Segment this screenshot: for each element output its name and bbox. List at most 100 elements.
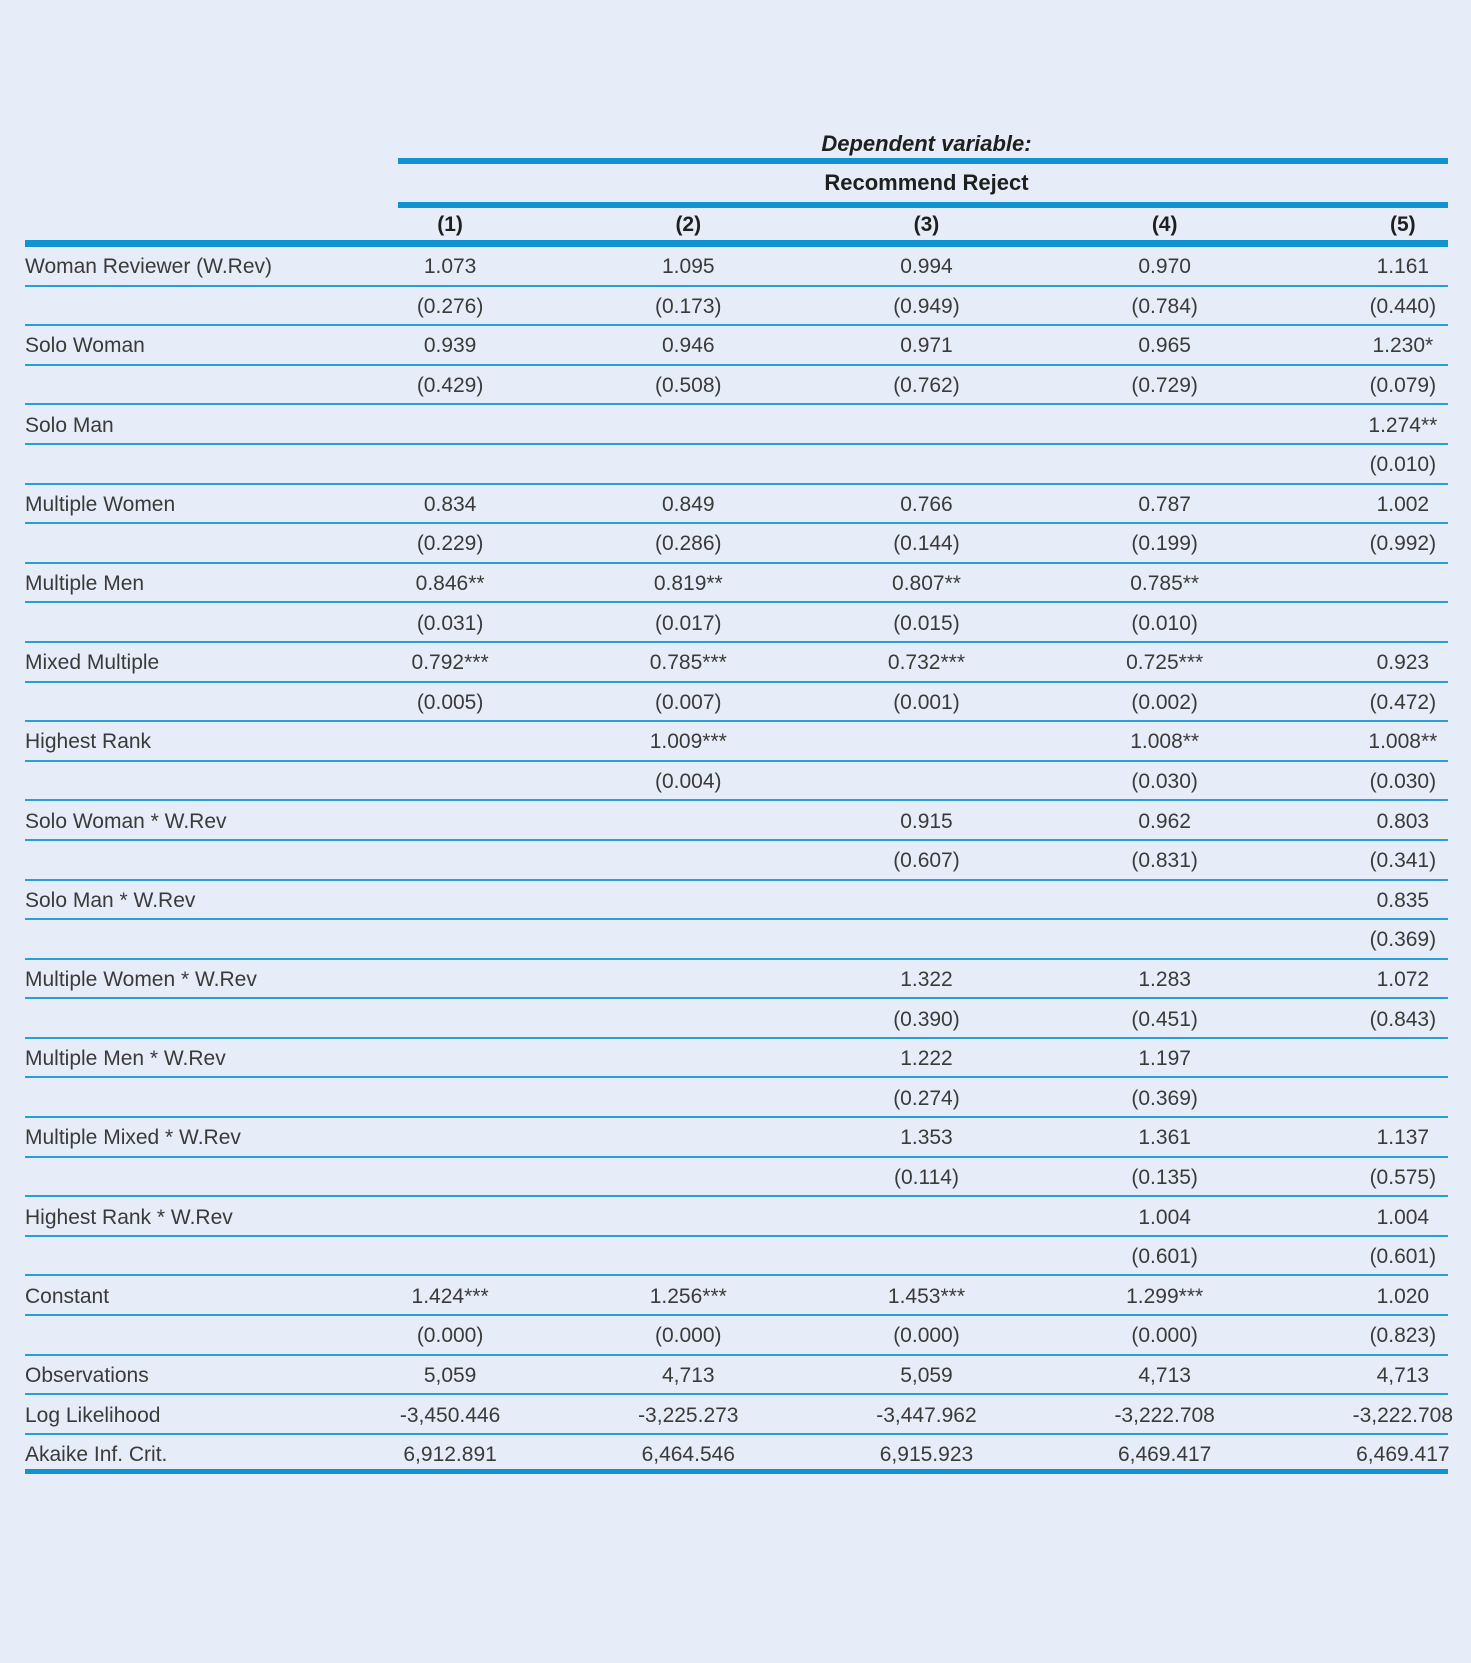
coefficient-value: 1.256*** (649, 1284, 727, 1308)
coefficient-row: Solo Woman * W.Rev 0.915 0.962 0.803 (25, 801, 1471, 841)
p-value: (0.199) (1131, 532, 1198, 556)
coefficient-value: 1.453*** (887, 1284, 965, 1308)
statistic-value: 6,912.891 (403, 1443, 497, 1467)
pvalue-row: (0.607) (0.831) (0.341) (25, 841, 1471, 881)
p-value: (0.992) (1369, 532, 1437, 556)
coefficient-value: 1.137 (1376, 1126, 1430, 1150)
statistic-row: Log Likelihood -3,450.446 -3,225.273 -3,447… (25, 1395, 1471, 1435)
p-value: (0.784) (1131, 294, 1198, 318)
model-number-header-row: (1) (2) (3) (4) (5) (25, 208, 1471, 240)
p-value: (0.276) (416, 294, 484, 318)
p-value: (0.607) (893, 849, 960, 873)
p-value: (0.015) (893, 611, 960, 635)
p-value: (0.144) (893, 532, 960, 556)
regression-table: Dependent variable: Recommend Reject (1)… (25, 130, 1453, 1475)
statistic-value: -3,222.708 (1114, 1403, 1215, 1427)
p-value: (0.010) (1131, 611, 1198, 635)
coefficient-row: Multiple Men 0.846** 0.819** 0.807** 0.785** (25, 564, 1471, 604)
model-column-header: (5) (1390, 212, 1416, 236)
coefficient-value: 0.766 (900, 492, 953, 516)
variable-label: Multiple Mixed * W.Rev (25, 1126, 241, 1150)
coefficient-value: 1.008** (1368, 730, 1438, 754)
p-value: (0.005) (416, 690, 484, 714)
p-value: (0.843) (1369, 1007, 1437, 1031)
coefficient-value: 0.732*** (887, 651, 965, 675)
variable-label: Mixed Multiple (25, 651, 160, 675)
coefficient-row: Highest Rank 1.009*** 1.008** 1.008** (25, 722, 1471, 762)
model-column-header: (1) (437, 212, 463, 236)
pvalue-row: (0.004) (0.030) (0.030) (25, 762, 1471, 802)
pvalue-row: (0.276) (0.173) (0.949) (0.784) (0.440) (25, 287, 1471, 327)
variable-label: Solo Woman * W.Rev (25, 809, 227, 833)
coefficient-row: Constant 1.424*** 1.256*** 1.453*** 1.299***… (25, 1276, 1471, 1316)
statistic-value: 4,713 (1376, 1363, 1430, 1387)
p-value: (0.173) (655, 294, 722, 318)
coefficient-value: 1.095 (662, 255, 715, 279)
variable-label: Solo Woman (25, 334, 145, 358)
p-value: (0.229) (416, 532, 484, 556)
pvalue-row: (0.010) (25, 445, 1471, 485)
coefficient-value: 0.785*** (649, 651, 727, 675)
coefficient-row: Solo Woman 0.939 0.946 0.971 0.965 1.230* (25, 326, 1471, 366)
coefficient-value: 0.994 (900, 255, 953, 279)
pvalue-row: (0.229) (0.286) (0.144) (0.199) (0.992) (25, 524, 1471, 564)
dependent-variable-name-row: Recommend Reject (25, 164, 1471, 202)
coefficient-value: 0.915 (900, 809, 953, 833)
dependent-variable-name: Recommend Reject (824, 170, 1029, 195)
pvalue-row: (0.429) (0.508) (0.762) (0.729) (0.079) (25, 366, 1471, 406)
statistic-value: 4,713 (662, 1363, 715, 1387)
coefficient-row: Multiple Women * W.Rev 1.322 1.283 1.072 (25, 960, 1471, 1000)
p-value: (0.010) (1369, 453, 1437, 477)
p-value: (0.472) (1369, 690, 1437, 714)
statistic-value: 6,915.923 (879, 1443, 974, 1467)
model-column-header: (4) (1151, 212, 1178, 236)
coefficient-value: 1.424*** (411, 1284, 489, 1308)
coefficient-row: Highest Rank * W.Rev 1.004 1.004 (25, 1197, 1471, 1237)
p-value: (0.017) (655, 611, 722, 635)
statistic-value: 6,469.417 (1117, 1443, 1212, 1467)
statistic-value: -3,225.273 (638, 1403, 739, 1427)
coefficient-row: Solo Man 1.274** (25, 405, 1471, 445)
coefficient-value: 1.353 (900, 1126, 953, 1150)
coefficient-value: 0.787 (1138, 492, 1191, 516)
dependent-variable-row: Dependent variable: (25, 130, 1471, 158)
p-value: (0.429) (416, 374, 484, 398)
variable-label: Multiple Women (25, 492, 176, 516)
p-value: (0.440) (1369, 294, 1437, 318)
p-value: (0.004) (655, 770, 722, 794)
p-value: (0.000) (893, 1324, 960, 1348)
statistic-value: 4,713 (1138, 1363, 1191, 1387)
coefficient-value: 0.962 (1138, 809, 1191, 833)
statistic-label: Observations (25, 1363, 149, 1387)
statistic-value: 5,059 (900, 1363, 953, 1387)
coefficient-value: 1.361 (1138, 1126, 1191, 1150)
p-value: (0.007) (655, 690, 722, 714)
p-value: (0.002) (1131, 690, 1198, 714)
variable-label: Multiple Men (25, 572, 145, 596)
coefficient-value: 1.283 (1138, 967, 1191, 991)
variable-label: Solo Man (25, 413, 114, 437)
coefficient-value: 1.197 (1138, 1047, 1191, 1071)
coefficient-value: 1.222 (900, 1047, 953, 1071)
header-rule-middle (398, 202, 1448, 208)
header-rule-bottom (25, 240, 1448, 247)
coefficient-value: 1.073 (423, 255, 477, 279)
model-column-header: (3) (913, 212, 940, 236)
coefficient-value: 1.020 (1376, 1284, 1430, 1308)
coefficient-value: 0.834 (423, 492, 477, 516)
p-value: (0.341) (1369, 849, 1437, 873)
coefficient-value: 0.807** (892, 572, 961, 596)
model-column-header: (2) (675, 212, 702, 236)
variable-label: Solo Man * W.Rev (25, 888, 196, 912)
table-body: Woman Reviewer (W.Rev) 1.073 1.095 0.994 0.9… (25, 247, 1453, 1475)
coefficient-row: Woman Reviewer (W.Rev) 1.073 1.095 0.994 0.9… (25, 247, 1471, 287)
p-value: (0.601) (1369, 1245, 1437, 1269)
p-value: (0.508) (655, 374, 722, 398)
pvalue-row: (0.005) (0.007) (0.001) (0.002) (0.472) (25, 683, 1471, 723)
p-value: (0.729) (1131, 374, 1198, 398)
coefficient-value: 1.004 (1376, 1205, 1430, 1229)
coefficient-row: Multiple Mixed * W.Rev 1.353 1.361 1.137 (25, 1118, 1471, 1158)
statistic-value: -3,222.708 (1352, 1403, 1454, 1427)
coefficient-value: 0.923 (1376, 651, 1430, 675)
p-value: (0.390) (893, 1007, 960, 1031)
